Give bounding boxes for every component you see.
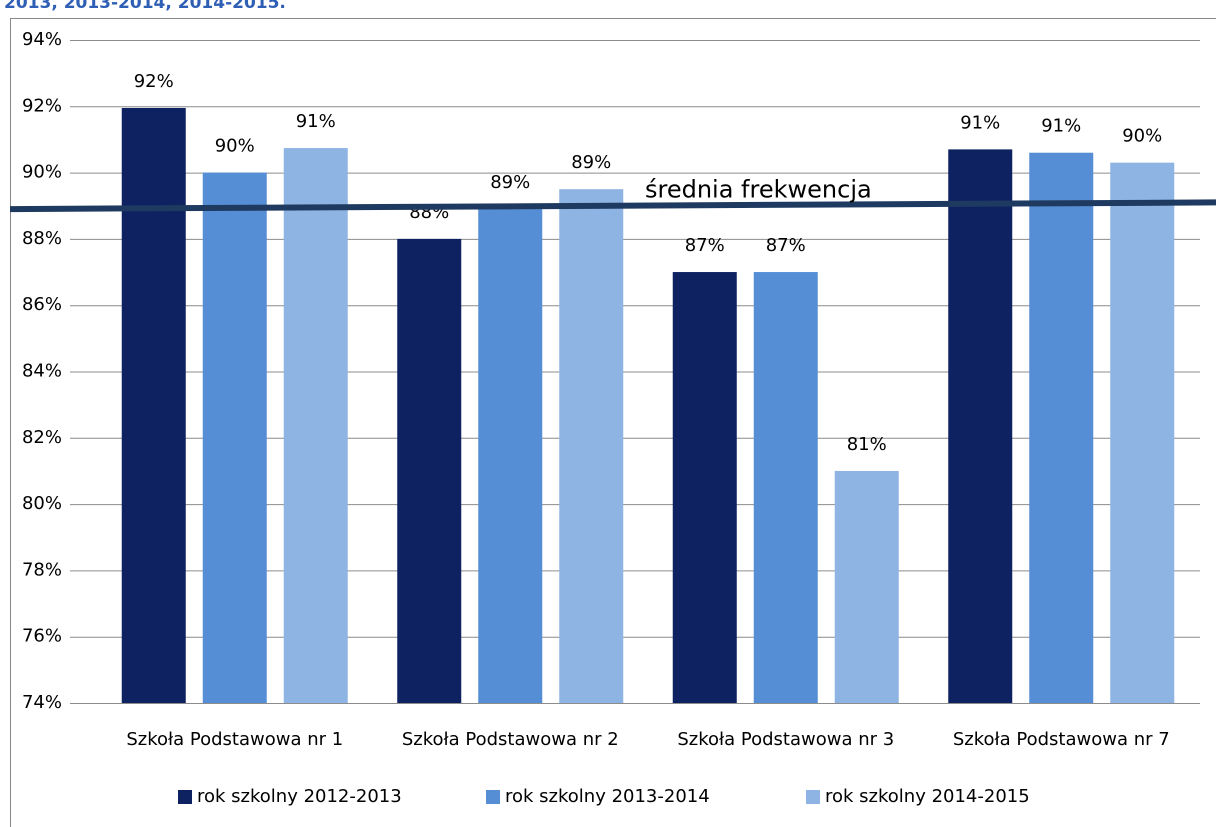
y-tick-label: 88% <box>22 228 62 249</box>
y-tick-label: 80% <box>22 493 62 514</box>
y-tick-label: 84% <box>22 361 62 382</box>
value-label: 91% <box>296 111 336 132</box>
x-tick-label: Szkoła Podstawowa nr 2 <box>402 729 619 750</box>
y-tick-label: 90% <box>22 162 62 183</box>
value-label: 89% <box>571 152 611 173</box>
bar <box>948 149 1013 703</box>
average-line <box>9 199 1216 213</box>
y-tick-label: 86% <box>22 294 62 315</box>
legend-label: rok szkolny 2014-2015 <box>825 786 1030 807</box>
bar <box>834 470 899 703</box>
legend-swatch <box>806 790 820 804</box>
bar <box>672 272 737 703</box>
legend-label: rok szkolny 2013-2014 <box>505 786 710 807</box>
bar <box>121 107 186 703</box>
bar <box>397 238 462 703</box>
average-label: średnia frekwencja <box>645 175 872 203</box>
bar <box>1029 152 1094 703</box>
value-label: 81% <box>847 434 887 455</box>
legend-swatch <box>178 790 192 804</box>
bar <box>1110 162 1175 703</box>
x-tick-label: Szkoła Podstawowa nr 3 <box>677 729 894 750</box>
bar <box>283 148 348 704</box>
y-tick-label: 94% <box>22 29 62 50</box>
value-label: 91% <box>1041 116 1081 137</box>
y-tick-label: 92% <box>22 95 62 116</box>
x-tick-label: Szkoła Podstawowa nr 7 <box>953 729 1170 750</box>
y-tick-label: 82% <box>22 427 62 448</box>
y-tick-label: 76% <box>22 626 62 647</box>
x-tick-label: Szkoła Podstawowa nr 1 <box>126 729 343 750</box>
bar <box>478 209 543 703</box>
legend-label: rok szkolny 2012-2013 <box>197 786 402 807</box>
value-label: 87% <box>766 235 806 256</box>
value-label: 92% <box>134 71 174 92</box>
legend-swatch <box>486 790 500 804</box>
bar <box>753 272 818 703</box>
value-label: 87% <box>685 235 725 256</box>
bar <box>202 172 267 704</box>
value-label: 90% <box>215 136 255 157</box>
value-label: 91% <box>960 112 1000 133</box>
value-label: 89% <box>490 172 530 193</box>
chart-border <box>10 18 1216 827</box>
y-tick-label: 78% <box>22 559 62 580</box>
bar <box>559 189 624 704</box>
value-label: 90% <box>1122 126 1162 147</box>
chart-title: 2013, 2013-2014, 2014-2015. <box>4 0 286 13</box>
y-tick-label: 74% <box>22 692 62 713</box>
